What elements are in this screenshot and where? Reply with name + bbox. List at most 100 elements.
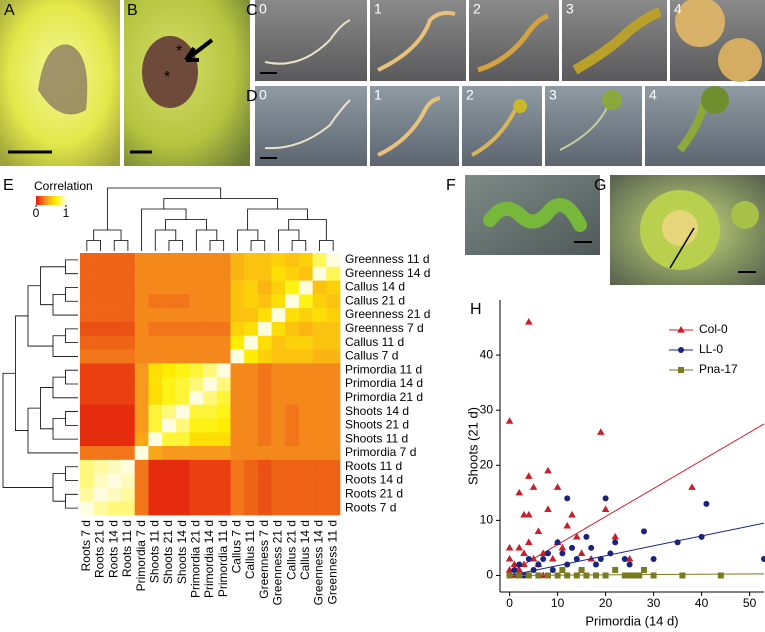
- heatmap-cell: [203, 446, 218, 461]
- column-label: Primordia 21 d: [188, 520, 202, 598]
- heatmap-cell: [134, 432, 149, 447]
- heatmap-cell: [121, 377, 136, 392]
- heatmap-cell: [257, 404, 272, 419]
- heatmap-cell: [121, 487, 136, 502]
- heatmap-cell: [298, 390, 313, 405]
- heatmap-cell: [107, 418, 122, 433]
- heatmap-cell: [285, 321, 300, 337]
- heatmap-cell: [189, 308, 204, 323]
- column-label: Callus 7 d: [230, 520, 244, 573]
- column-label: Shoots 11 d: [147, 520, 161, 583]
- point: [506, 572, 513, 579]
- asterisk: *: [176, 43, 182, 60]
- column-label: Greenness 21 d: [271, 520, 285, 605]
- point: [545, 550, 551, 557]
- heatmap-cell: [148, 253, 163, 268]
- heatmap-cell: [271, 308, 286, 323]
- heatmap-cell: [189, 294, 204, 309]
- heatmap-cell: [257, 294, 272, 309]
- heatmap-cell: [134, 473, 149, 488]
- heatmap-cell: [175, 349, 190, 364]
- explant: [142, 36, 198, 108]
- heatmap-cell: [148, 473, 163, 488]
- heatmap-cell: [326, 308, 341, 323]
- heatmap-cell: [312, 321, 327, 337]
- heatmap-cell: [203, 294, 218, 309]
- point: [612, 539, 619, 546]
- stage-label: 2: [466, 87, 474, 103]
- point: [525, 555, 532, 562]
- heatmap-cell: [175, 390, 190, 405]
- heatmap-cell: [216, 363, 231, 378]
- colorbar-step: [52, 196, 55, 205]
- heatmap-cell: [80, 404, 94, 419]
- row-dendrogram: [65, 328, 78, 344]
- heatmap-cell: [134, 280, 149, 295]
- colorbar-step: [42, 196, 44, 205]
- heatmap-cell: [312, 335, 327, 350]
- panel-label: A: [4, 2, 15, 19]
- point: [636, 572, 643, 579]
- heatmap-cell: [216, 253, 231, 268]
- heatmap-cell: [216, 404, 231, 419]
- heatmap-cell: [312, 473, 327, 488]
- point: [549, 566, 556, 573]
- heatmap-cell: [93, 404, 108, 419]
- point: [577, 549, 586, 557]
- point: [621, 572, 628, 579]
- heatmap-cell: [134, 501, 149, 516]
- heatmap-cell: [107, 487, 122, 502]
- heatmap-cell: [162, 266, 177, 281]
- heatmap-cell: [230, 266, 245, 281]
- heatmap-cell: [80, 266, 94, 281]
- heatmap-cell: [189, 473, 204, 488]
- heatmap-cell: [80, 473, 94, 488]
- heatmap-cell: [271, 418, 286, 433]
- heatmap-cell: [134, 459, 149, 474]
- legend-label: Pna-17: [699, 362, 738, 376]
- heatmap-cell: [326, 363, 341, 378]
- heatmap-cell: [203, 280, 218, 295]
- heatmap-cell: [162, 253, 177, 268]
- heatmap-cell: [312, 432, 327, 447]
- row-label: Primordia 14 d: [345, 376, 423, 390]
- heatmap-cell: [230, 432, 245, 447]
- heatmap-cell: [189, 266, 204, 281]
- heatmap-cell: [162, 294, 177, 309]
- heatmap-cell: [285, 280, 300, 295]
- heatmap-cell: [80, 280, 94, 295]
- heatmap-cell: [271, 473, 286, 488]
- heatmap-cell: [148, 349, 163, 364]
- column-dendrogram: [163, 198, 278, 209]
- heatmap-cell: [244, 404, 259, 419]
- heatmap-cell: [107, 349, 122, 364]
- heatmap-cell: [189, 487, 204, 502]
- point: [549, 554, 557, 562]
- heatmap-cell: [326, 280, 341, 295]
- heatmap-cell: [285, 418, 300, 433]
- column-label: Callus 11 d: [243, 520, 257, 579]
- heatmap-cell: [326, 377, 341, 392]
- heatmap-cell: [285, 294, 300, 309]
- colorbar-tick-label: 0: [33, 206, 40, 220]
- row-label: Callus 11 d: [345, 335, 404, 349]
- heatmap-cell: [107, 446, 122, 461]
- heatmap-cell: [121, 404, 136, 419]
- colorbar-step: [48, 196, 50, 205]
- heatmap-cell: [216, 418, 231, 433]
- column-label: Primordia 7 d: [134, 520, 148, 591]
- heatmap-cell: [257, 363, 272, 378]
- heatmap-cell: [244, 487, 259, 502]
- point: [520, 510, 528, 518]
- column-label: Roots 7 d: [79, 520, 93, 571]
- heatmap-cell: [230, 404, 245, 419]
- heatmap-cell: [298, 321, 313, 337]
- heatmap-cell: [285, 446, 300, 461]
- heatmap-cell: [285, 349, 300, 364]
- heatmap-cell: [216, 377, 231, 392]
- heatmap-cell: [162, 404, 177, 419]
- column-dendrogram: [209, 240, 225, 251]
- heatmap-cell: [121, 253, 136, 268]
- y-tick-label: 20: [480, 457, 494, 471]
- heatmap-cell: [148, 390, 163, 405]
